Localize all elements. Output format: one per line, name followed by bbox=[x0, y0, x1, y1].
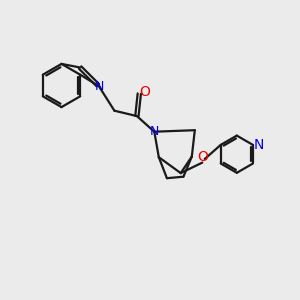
Text: N: N bbox=[95, 80, 104, 93]
Text: N: N bbox=[150, 125, 159, 138]
Text: O: O bbox=[197, 150, 208, 164]
Text: O: O bbox=[139, 85, 150, 99]
Text: N: N bbox=[253, 138, 263, 152]
